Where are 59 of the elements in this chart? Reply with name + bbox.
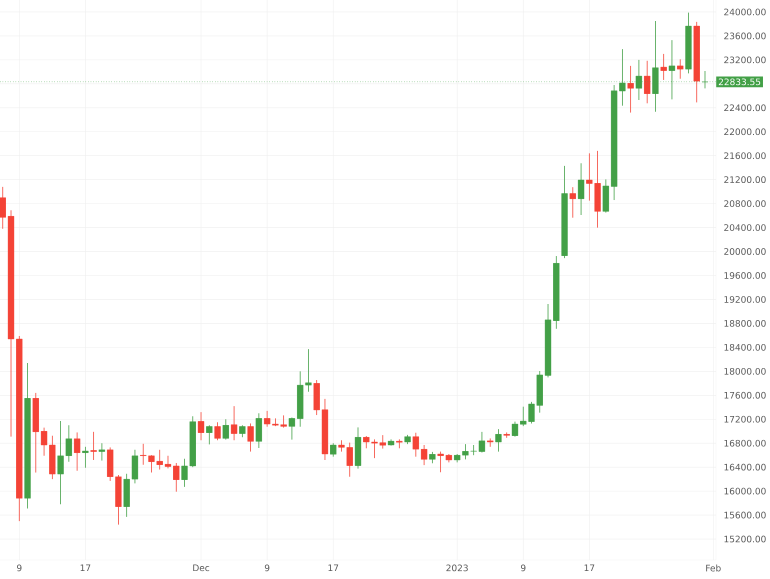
- y-tick-label: 24000.00: [724, 8, 766, 16]
- y-tick-label: 20000.00: [724, 248, 766, 255]
- candlestick: [206, 424, 212, 445]
- candlestick: [74, 432, 80, 472]
- candlestick: [495, 428, 502, 452]
- x-tick-label: 9: [520, 564, 526, 572]
- y-tick-label: 23200.00: [724, 56, 766, 64]
- y-tick-label: 21600.00: [724, 152, 766, 160]
- y-tick-label: 17200.00: [724, 416, 766, 423]
- x-tick-label: 17: [328, 564, 338, 572]
- candlestick: [214, 422, 221, 441]
- candlestick: [256, 412, 262, 448]
- y-tick-label: 15200.00: [724, 536, 766, 542]
- candlestick: [239, 424, 246, 438]
- candlestick: [90, 431, 97, 460]
- x-tick-label: Feb: [706, 564, 721, 572]
- candlestick: [404, 434, 411, 445]
- candlestick: [429, 451, 436, 464]
- y-tick-label: 23600.00: [724, 32, 766, 40]
- y-tick-label: 18400.00: [724, 344, 766, 351]
- y-tick-label: 16400.00: [724, 464, 766, 471]
- candlestick: [98, 442, 106, 461]
- y-tick-label: 17600.00: [724, 392, 766, 399]
- candlestick: [230, 406, 238, 441]
- x-tick-label: Dec: [193, 564, 210, 572]
- candlestick: [627, 65, 634, 113]
- candlestick: [412, 432, 420, 458]
- candlestick: [82, 446, 89, 468]
- candlestick: [677, 58, 684, 80]
- y-tick-label: 19200.00: [724, 296, 766, 303]
- y-tick-label: 20400.00: [724, 224, 766, 231]
- x-tick-label: 9: [16, 564, 22, 572]
- y-tick-label: 15600.00: [724, 512, 766, 518]
- y-tick-label: 19600.00: [724, 272, 766, 279]
- y-tick-label: 16800.00: [724, 440, 766, 447]
- candlestick: [280, 414, 287, 428]
- candlestick: [420, 444, 428, 466]
- y-tick-label: 16000.00: [724, 488, 766, 495]
- candlestick: [578, 162, 584, 216]
- candlestick: [198, 412, 204, 441]
- candlestick: [330, 442, 336, 458]
- x-tick-label: 2023: [446, 564, 468, 572]
- candlestick: [222, 418, 229, 440]
- candlestick: [644, 60, 650, 104]
- candlestick: [586, 152, 593, 202]
- x-tick-label: 17: [584, 564, 594, 572]
- y-tick-label: 22000.00: [724, 128, 766, 136]
- candlestick: [288, 417, 296, 440]
- ref-line-label: 22833.55: [718, 78, 760, 86]
- x-tick-label: 9: [264, 564, 270, 572]
- y-tick-label: 18800.00: [724, 320, 766, 327]
- y-tick-label: 20800.00: [724, 200, 766, 208]
- y-tick-label: 22400.00: [724, 104, 766, 112]
- y-tick-label: 18000.00: [724, 368, 766, 375]
- candlestick: [660, 53, 667, 80]
- x-tick-label: 17: [80, 564, 90, 572]
- candlestick: [570, 186, 576, 218]
- y-tick-label: 21200.00: [724, 176, 766, 184]
- candlestick: [247, 423, 254, 452]
